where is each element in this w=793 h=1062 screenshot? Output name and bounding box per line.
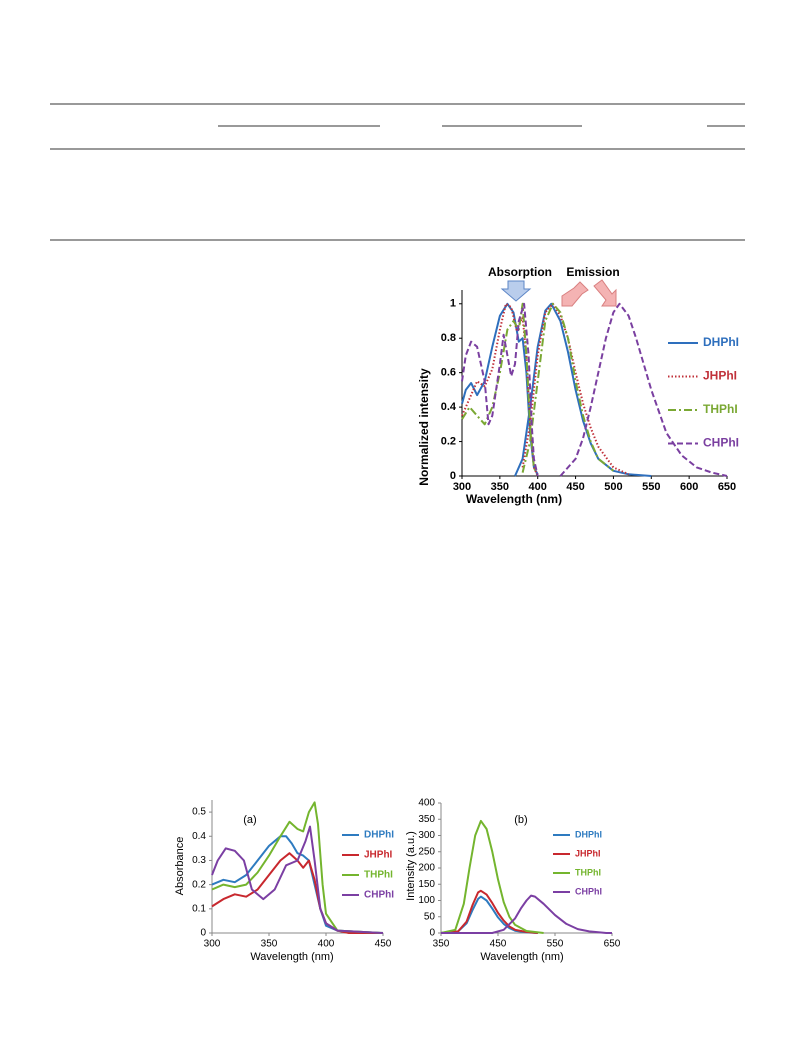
y-tick-label: 0.2 bbox=[192, 879, 206, 890]
y-axis-label: Intensity (a.u.) bbox=[405, 831, 417, 901]
absorption-arrow bbox=[500, 280, 532, 302]
y-tick-label: 350 bbox=[418, 814, 435, 825]
x-tick-label: 450 bbox=[375, 939, 392, 950]
legend-label: JHPhI bbox=[703, 369, 737, 383]
series-line bbox=[461, 302, 539, 477]
x-tick-label: 450 bbox=[566, 481, 584, 493]
y-tick-label: 0.1 bbox=[192, 903, 206, 914]
emission-arrow bbox=[593, 279, 617, 307]
y-tick-label: 50 bbox=[424, 911, 436, 922]
legend-label: THPhI bbox=[364, 870, 393, 881]
y-tick-label: 150 bbox=[418, 879, 435, 890]
legend-label: DHPhI bbox=[575, 829, 602, 839]
annotation: (b) bbox=[514, 814, 527, 826]
y-tick-label: 1 bbox=[450, 298, 456, 310]
y-tick-label: 100 bbox=[418, 895, 435, 906]
x-tick-label: 550 bbox=[642, 481, 660, 493]
series-line bbox=[211, 835, 384, 934]
x-axis-label: Wavelength (nm) bbox=[480, 951, 563, 963]
series-line bbox=[514, 302, 652, 477]
y-axis-label: Absorbance bbox=[174, 837, 186, 896]
y-tick-label: 0 bbox=[429, 928, 435, 939]
annotation: Emission bbox=[566, 265, 619, 279]
legend-label: CHPhI bbox=[575, 886, 602, 896]
legend-label: DHPhI bbox=[364, 830, 394, 841]
y-tick-label: 0.8 bbox=[441, 332, 456, 344]
legend-label: CHPhI bbox=[703, 436, 739, 450]
x-tick-label: 350 bbox=[261, 939, 278, 950]
x-tick-label: 350 bbox=[491, 481, 509, 493]
y-tick-label: 0.4 bbox=[192, 831, 206, 842]
x-tick-label: 650 bbox=[604, 939, 621, 950]
annotation: Absorption bbox=[488, 265, 552, 279]
y-axis-label: Normalized intensity bbox=[417, 368, 431, 486]
x-tick-label: 300 bbox=[204, 939, 221, 950]
legend-label: THPhI bbox=[575, 867, 601, 877]
table-rules bbox=[50, 103, 745, 241]
y-tick-label: 0.5 bbox=[192, 807, 206, 818]
series-line bbox=[211, 801, 384, 934]
y-tick-label: 250 bbox=[418, 846, 435, 857]
annotation: (a) bbox=[243, 814, 256, 826]
arrows bbox=[500, 279, 617, 307]
x-tick-label: 350 bbox=[433, 939, 450, 950]
y-tick-label: 0 bbox=[200, 928, 206, 939]
legend-label: JHPhI bbox=[575, 848, 601, 858]
legend-label: THPhI bbox=[703, 402, 738, 416]
x-axis-label: Wavelength (nm) bbox=[250, 951, 333, 963]
series-line bbox=[211, 825, 384, 934]
y-tick-label: 400 bbox=[418, 798, 435, 809]
series-line bbox=[441, 894, 612, 934]
series-line bbox=[559, 302, 728, 477]
series-line bbox=[461, 302, 539, 477]
x-tick-label: 400 bbox=[529, 481, 547, 493]
y-tick-label: 0.2 bbox=[441, 435, 456, 447]
emission-arrow bbox=[561, 281, 589, 307]
y-tick-label: 200 bbox=[418, 863, 435, 874]
legend-label: CHPhI bbox=[364, 890, 394, 901]
series-line bbox=[211, 852, 383, 934]
y-tick-label: 0.3 bbox=[192, 855, 206, 866]
x-tick-label: 300 bbox=[453, 481, 471, 493]
legend-label: JHPhI bbox=[364, 850, 393, 861]
x-tick-label: 650 bbox=[718, 481, 736, 493]
y-tick-label: 0.4 bbox=[441, 401, 457, 413]
x-tick-label: 550 bbox=[547, 939, 564, 950]
series-line bbox=[440, 889, 538, 934]
series-line bbox=[521, 302, 630, 476]
legend-label: DHPhI bbox=[703, 335, 739, 349]
x-tick-label: 400 bbox=[318, 939, 335, 950]
x-tick-label: 600 bbox=[680, 481, 698, 493]
x-tick-label: 450 bbox=[490, 939, 507, 950]
y-tick-label: 0 bbox=[450, 470, 456, 482]
y-tick-label: 300 bbox=[418, 830, 435, 841]
x-tick-label: 500 bbox=[604, 481, 622, 493]
y-tick-label: 0.6 bbox=[441, 367, 456, 379]
series-line bbox=[521, 302, 615, 473]
x-axis-label: Wavelength (nm) bbox=[466, 492, 562, 506]
series-line bbox=[440, 819, 544, 934]
